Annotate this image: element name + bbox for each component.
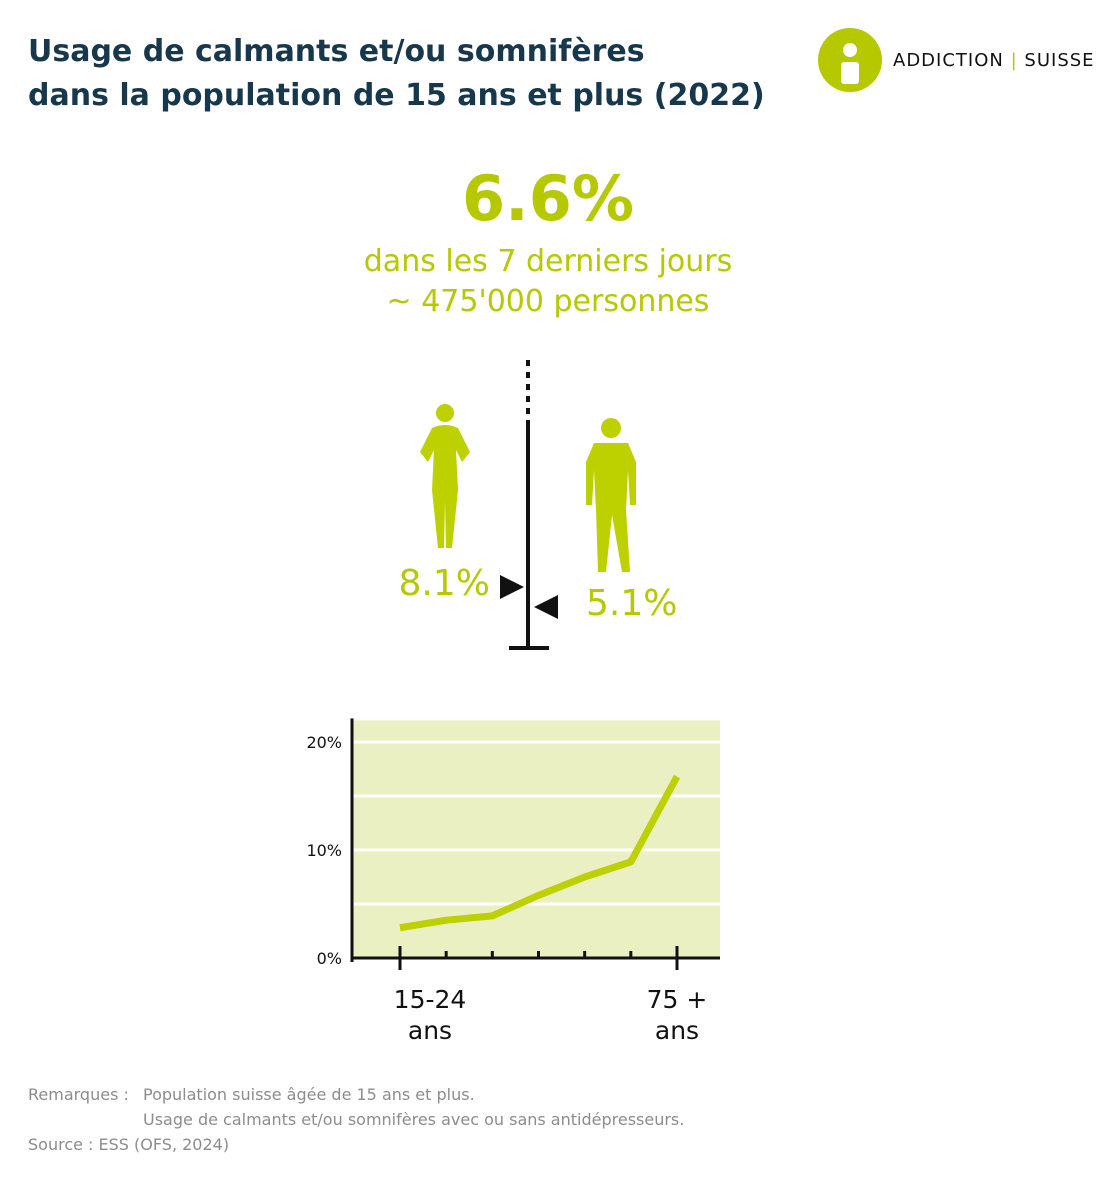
- y-tick-label: 10%: [306, 841, 342, 860]
- value-label: 8.1%: [398, 562, 490, 604]
- y-tick-label: 0%: [317, 949, 342, 968]
- headline-period: dans les 7 derniers jours: [363, 244, 733, 279]
- note-line: Usage de calmants et/ou somnifères avec …: [143, 1110, 685, 1129]
- woman-silhouette: [420, 404, 470, 548]
- title-line: dans la population de 15 ans et plus (20…: [28, 78, 765, 113]
- logo-head: [843, 43, 857, 57]
- logo-text: ADDICTION | SUISSE: [893, 50, 1095, 71]
- plot-background: [352, 720, 720, 958]
- man-silhouette: [586, 418, 636, 572]
- logo-right: SUISSE: [1024, 50, 1095, 71]
- marker: [500, 574, 524, 599]
- headline-population: ~ 475'000 personnes: [386, 284, 710, 319]
- note-line: Population suisse âgée de 15 ans et plus…: [143, 1085, 475, 1104]
- logo-circle: [818, 28, 882, 92]
- y-tick-label: 20%: [306, 733, 342, 752]
- title-line: Usage de calmants et/ou somnifères: [28, 34, 645, 69]
- logo-left: ADDICTION: [893, 50, 1004, 71]
- line: [399, 774, 681, 932]
- logo-body: [841, 62, 859, 84]
- marker: [534, 594, 558, 619]
- value-label: 5.1%: [586, 582, 678, 624]
- x-tick-label: 75 + ans: [646, 985, 708, 1045]
- x-tick-label: 15-24 ans: [393, 985, 467, 1045]
- notes-label: Remarques :: [28, 1085, 129, 1104]
- source: Source : ESS (OFS, 2024): [28, 1135, 230, 1154]
- headline-figure: 6.6%: [462, 162, 634, 235]
